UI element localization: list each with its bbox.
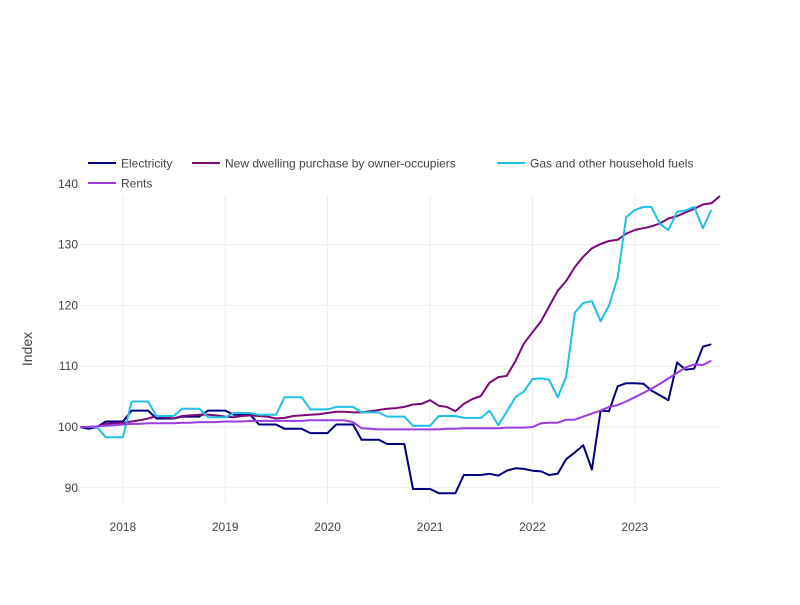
x-tick-label: 2018 (110, 520, 137, 534)
grid-lines (80, 196, 720, 506)
y-axis-title: Index (19, 332, 35, 366)
legend-label: Rents (121, 177, 152, 191)
series-line-gas-and-other-household-fuels (80, 205, 713, 439)
y-tick-label: 110 (59, 359, 78, 373)
y-tick-label: 120 (58, 298, 78, 312)
legend-label: New dwelling purchase by owner-occupiers (225, 157, 456, 171)
y-tick-label: 140 (58, 177, 78, 191)
y-tick-label: 130 (58, 238, 78, 252)
y-axis-ticks: 90 100 110 120 130 140 (58, 177, 78, 495)
legend: Electricity New dwelling purchase by owne… (88, 157, 693, 191)
x-tick-label: 2019 (212, 520, 239, 534)
series-line-new-dwelling-purchase-by-owner-occupiers (80, 195, 721, 428)
x-tick-label: 2020 (314, 520, 341, 534)
legend-label: Gas and other household fuels (530, 157, 693, 171)
legend-item-rents[interactable]: Rents (88, 177, 152, 191)
x-tick-label: 2022 (519, 520, 546, 534)
series-line-rents (80, 359, 712, 431)
legend-item-new-dwelling-purchase-by-owner-occupiers[interactable]: New dwelling purchase by owner-occupiers (192, 157, 456, 171)
series-lines (79, 195, 721, 495)
y-tick-label: 100 (58, 420, 78, 434)
legend-item-gas-and-other-household-fuels[interactable]: Gas and other household fuels (497, 157, 693, 171)
x-tick-label: 2023 (621, 520, 648, 534)
legend-item-electricity[interactable]: Electricity (88, 157, 172, 171)
legend-label: Electricity (121, 157, 172, 171)
x-axis-ticks: 2018 2019 2020 2021 2022 2023 (110, 520, 649, 534)
y-tick-label: 90 (65, 481, 79, 495)
x-tick-label: 2021 (417, 520, 444, 534)
